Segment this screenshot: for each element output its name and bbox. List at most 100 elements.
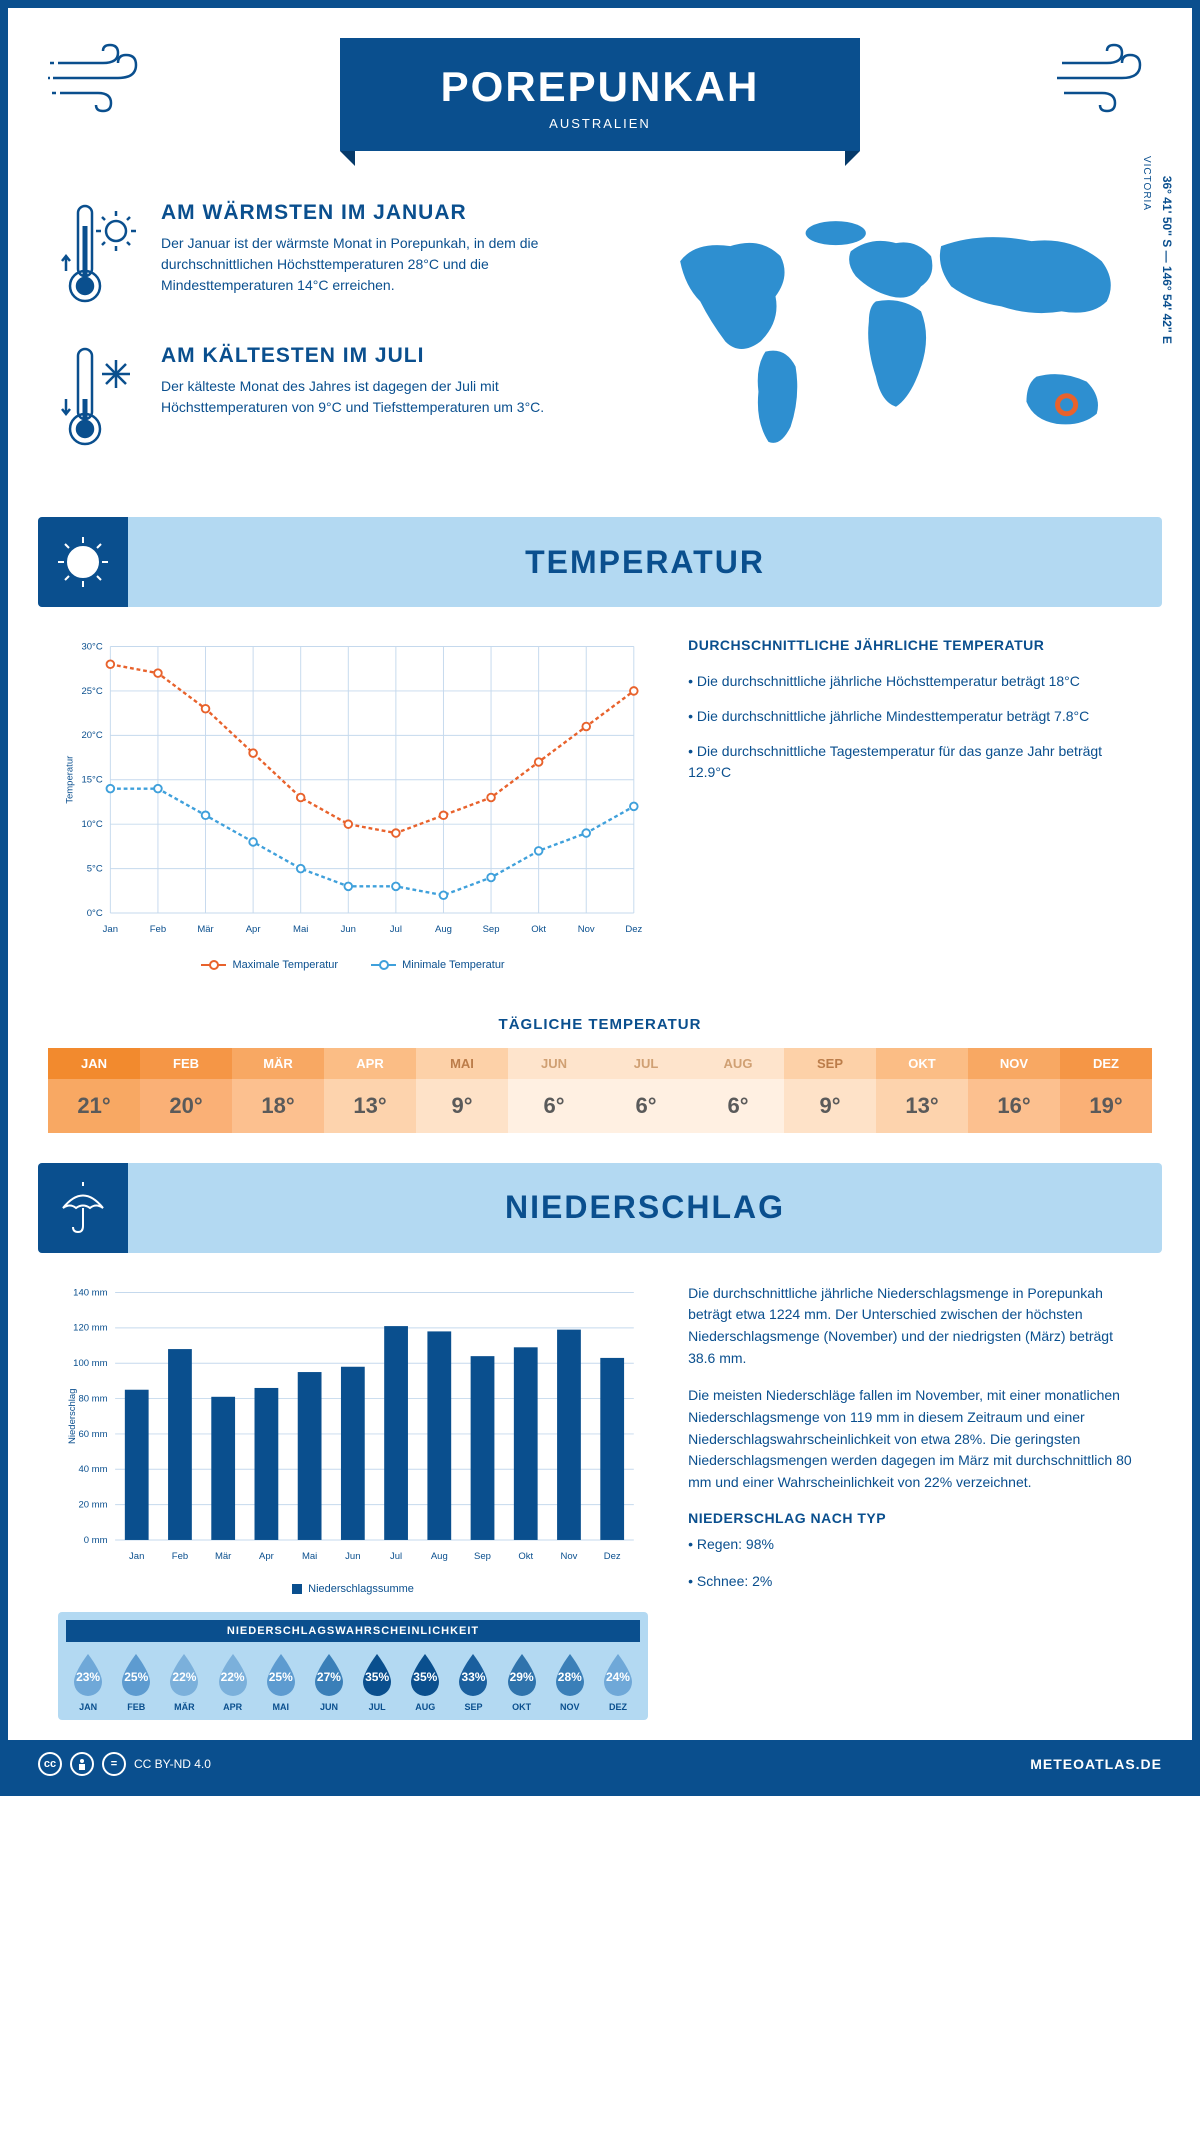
svg-text:Dez: Dez <box>604 1551 621 1562</box>
probability-cell: 35% AUG <box>403 1652 447 1712</box>
thermometer-hot-icon <box>58 201 143 316</box>
raindrop-icon: 25% <box>117 1652 155 1698</box>
svg-text:0 mm: 0 mm <box>84 1534 108 1545</box>
page-title: POREPUNKAH <box>380 63 820 111</box>
title-banner: POREPUNKAH AUSTRALIEN <box>340 38 860 151</box>
temp-summary-heading: DURCHSCHNITTLICHE JÄHRLICHE TEMPERATUR <box>688 637 1142 653</box>
thermometer-cold-icon <box>58 344 143 459</box>
infographic-container: POREPUNKAH AUSTRALIEN <box>0 0 1200 1796</box>
precipitation-probability-panel: NIEDERSCHLAGSWAHRSCHEINLICHKEIT 23% JAN … <box>58 1612 648 1720</box>
raindrop-icon: 35% <box>406 1652 444 1698</box>
svg-text:5°C: 5°C <box>87 863 103 874</box>
temperature-section-header: TEMPERATUR <box>38 517 1162 607</box>
temp-table-cell: JUN 6° <box>508 1048 600 1133</box>
temp-bullet: • Die durchschnittliche jährliche Mindes… <box>688 706 1142 727</box>
temp-chart-legend: Maximale Temperatur Minimale Temperatur <box>58 957 648 971</box>
svg-text:Sep: Sep <box>474 1551 491 1562</box>
header: POREPUNKAH AUSTRALIEN <box>8 8 1192 171</box>
svg-text:Jun: Jun <box>345 1551 360 1562</box>
temp-table-cell: SEP 9° <box>784 1048 876 1133</box>
coordinates-label: 36° 41' 50'' S — 146° 54' 42'' E <box>1160 176 1174 344</box>
svg-text:Okt: Okt <box>518 1551 533 1562</box>
page-subtitle: AUSTRALIEN <box>380 116 820 131</box>
temp-table-cell: NOV 16° <box>968 1048 1060 1133</box>
probability-cell: 25% MAI <box>259 1652 303 1712</box>
cc-icon: cc <box>38 1752 62 1776</box>
svg-text:Niederschlag: Niederschlag <box>67 1388 78 1443</box>
precip-paragraph: Die durchschnittliche jährliche Niedersc… <box>688 1283 1142 1370</box>
svg-text:140 mm: 140 mm <box>73 1287 107 1298</box>
temp-table-cell: DEZ 19° <box>1060 1048 1152 1133</box>
warmest-text: Der Januar ist der wärmste Monat in Pore… <box>161 233 610 296</box>
raindrop-icon: 23% <box>69 1652 107 1698</box>
intro-section: AM WÄRMSTEN IM JANUAR Der Januar ist der… <box>8 171 1192 507</box>
daily-temp-table: JAN 21° FEB 20° MÄR 18° APR 13° MAI 9° J… <box>48 1048 1152 1133</box>
precipitation-bar-chart: 0 mm20 mm40 mm60 mm80 mm100 mm120 mm140 … <box>58 1283 648 1598</box>
probability-cell: 22% MÄR <box>162 1652 206 1712</box>
svg-text:Nov: Nov <box>578 924 595 935</box>
region-label: VICTORIA <box>1141 156 1152 211</box>
precipitation-section-header: NIEDERSCHLAG <box>38 1163 1162 1253</box>
precip-type-item: • Schnee: 2% <box>688 1571 1142 1593</box>
coldest-title: AM KÄLTESTEN IM JULI <box>161 344 610 368</box>
svg-text:Okt: Okt <box>531 924 546 935</box>
svg-text:Nov: Nov <box>561 1551 578 1562</box>
precipitation-heading: NIEDERSCHLAG <box>128 1189 1162 1226</box>
svg-text:60 mm: 60 mm <box>78 1428 107 1439</box>
temp-table-cell: AUG 6° <box>692 1048 784 1133</box>
probability-cell: 27% JUN <box>307 1652 351 1712</box>
raindrop-icon: 27% <box>310 1652 348 1698</box>
raindrop-icon: 25% <box>262 1652 300 1698</box>
temp-table-cell: MÄR 18° <box>232 1048 324 1133</box>
raindrop-icon: 29% <box>503 1652 541 1698</box>
by-icon <box>70 1752 94 1776</box>
precip-type-heading: NIEDERSCHLAG NACH TYP <box>688 1510 1142 1526</box>
svg-text:10°C: 10°C <box>82 819 103 830</box>
svg-text:15°C: 15°C <box>82 775 103 786</box>
probability-cell: 23% JAN <box>66 1652 110 1712</box>
coldest-text: Der kälteste Monat des Jahres ist dagege… <box>161 376 610 418</box>
umbrella-icon <box>38 1163 128 1253</box>
svg-text:80 mm: 80 mm <box>78 1393 107 1404</box>
svg-text:Jul: Jul <box>390 924 402 935</box>
temp-table-cell: FEB 20° <box>140 1048 232 1133</box>
svg-text:20°C: 20°C <box>82 730 103 741</box>
probability-cell: 35% JUL <box>355 1652 399 1712</box>
temp-bullet: • Die durchschnittliche jährliche Höchst… <box>688 671 1142 692</box>
world-map <box>640 201 1142 461</box>
temp-table-cell: OKT 13° <box>876 1048 968 1133</box>
warmest-title: AM WÄRMSTEN IM JANUAR <box>161 201 610 225</box>
svg-text:20 mm: 20 mm <box>78 1499 107 1510</box>
svg-text:Aug: Aug <box>431 1551 448 1562</box>
svg-text:40 mm: 40 mm <box>78 1464 107 1475</box>
temp-table-cell: MAI 9° <box>416 1048 508 1133</box>
raindrop-icon: 22% <box>214 1652 252 1698</box>
temperature-summary-text: DURCHSCHNITTLICHE JÄHRLICHE TEMPERATUR •… <box>688 637 1142 971</box>
svg-text:30°C: 30°C <box>82 641 103 652</box>
svg-text:Temperatur: Temperatur <box>64 756 75 804</box>
precip-paragraph: Die meisten Niederschläge fallen im Nove… <box>688 1385 1142 1493</box>
raindrop-icon: 35% <box>358 1652 396 1698</box>
temperature-line-chart: 0°C5°C10°C15°C20°C25°C30°CJanFebMärAprMa… <box>58 637 648 971</box>
temp-bullet: • Die durchschnittliche Tagestemperatur … <box>688 741 1142 783</box>
site-name: METEOATLAS.DE <box>1030 1756 1162 1772</box>
svg-text:Mär: Mär <box>215 1551 231 1562</box>
probability-title: NIEDERSCHLAGSWAHRSCHEINLICHKEIT <box>66 1620 640 1642</box>
svg-text:Mär: Mär <box>197 924 213 935</box>
temperature-heading: TEMPERATUR <box>128 544 1162 581</box>
svg-text:Dez: Dez <box>625 924 642 935</box>
svg-text:Mai: Mai <box>302 1551 317 1562</box>
license-block: cc = CC BY-ND 4.0 <box>38 1752 211 1776</box>
svg-text:0°C: 0°C <box>87 908 103 919</box>
svg-text:100 mm: 100 mm <box>73 1358 107 1369</box>
precip-type-item: • Regen: 98% <box>688 1534 1142 1556</box>
svg-text:Feb: Feb <box>150 924 166 935</box>
nd-icon: = <box>102 1752 126 1776</box>
svg-text:Aug: Aug <box>435 924 452 935</box>
raindrop-icon: 24% <box>599 1652 637 1698</box>
daily-temp-title: TÄGLICHE TEMPERATUR <box>8 1016 1192 1033</box>
precipitation-summary-text: Die durchschnittliche jährliche Niedersc… <box>688 1283 1142 1721</box>
raindrop-icon: 28% <box>551 1652 589 1698</box>
wind-icon <box>1052 43 1152 113</box>
footer: cc = CC BY-ND 4.0 METEOATLAS.DE <box>8 1740 1192 1788</box>
